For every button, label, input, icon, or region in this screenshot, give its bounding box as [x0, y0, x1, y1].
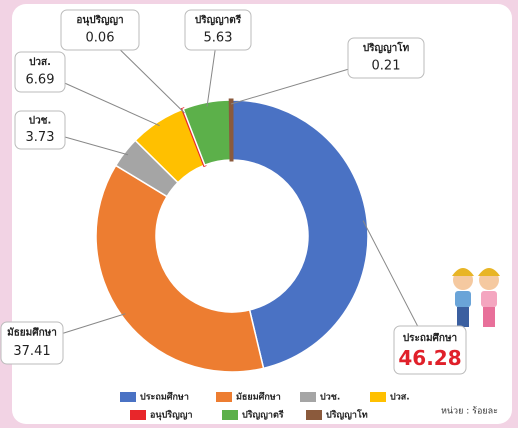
- page: หน่วย : ร้อยละ ประถมศึกษา 46.28 มัธยมศึกษา…: [0, 0, 518, 428]
- slice-value: 37.41: [13, 344, 50, 359]
- legend-label: ปวส.: [390, 392, 410, 403]
- legend-swatch: [120, 392, 136, 402]
- slice-name: มัธยมศึกษา: [7, 327, 57, 339]
- slice-value: 0.21: [372, 59, 401, 74]
- legend-swatch: [300, 392, 316, 402]
- slice-value: 6.69: [26, 73, 55, 88]
- legend-label: มัธยมศึกษา: [236, 392, 281, 403]
- legend-label: ปวช.: [320, 392, 340, 403]
- legend-swatch: [222, 410, 238, 420]
- legend-swatch: [306, 410, 322, 420]
- unit-note: หน่วย : ร้อยละ: [441, 406, 498, 417]
- legend-label: อนุปริญญา: [150, 410, 193, 421]
- slice: [230, 100, 232, 160]
- legend-swatch: [216, 392, 232, 402]
- slice-name: ปวส.: [29, 56, 51, 68]
- slice-value: 0.06: [86, 31, 115, 46]
- slice-name: ประถมศึกษา: [403, 332, 457, 344]
- legend-label: ปริญญาโท: [326, 409, 368, 421]
- slice-value: 3.73: [26, 130, 55, 145]
- slice-value: 5.63: [204, 31, 233, 46]
- legend-swatch: [370, 392, 386, 402]
- slice-name: อนุปริญญา: [76, 14, 123, 26]
- chart: หน่วย : ร้อยละ ประถมศึกษา 46.28 มัธยมศึกษา…: [0, 0, 518, 428]
- legend-swatch: [130, 410, 146, 420]
- slice-name: ปริญญาโท: [363, 41, 410, 54]
- slice-name: ปริญญาตรี: [195, 14, 242, 26]
- legend-label: ปริญญาตรี: [242, 410, 284, 421]
- slice-name: ปวช.: [29, 115, 52, 127]
- legend-label: ประถมศึกษา: [140, 392, 189, 403]
- slice-value: 46.28: [398, 346, 461, 370]
